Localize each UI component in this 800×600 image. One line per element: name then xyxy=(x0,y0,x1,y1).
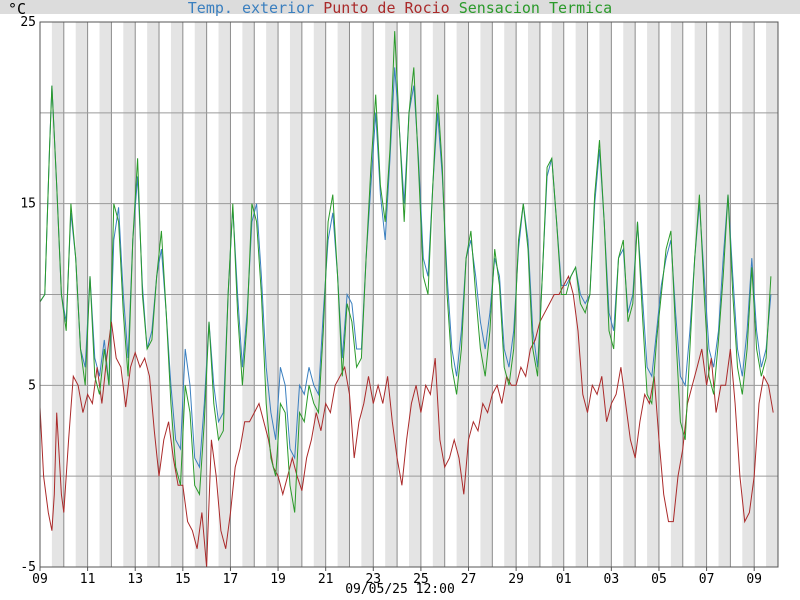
x-tick-label: 13 xyxy=(127,572,143,587)
x-tick-label: 21 xyxy=(318,572,334,587)
x-tick-label: 01 xyxy=(556,572,572,587)
y-tick-label: 15 xyxy=(20,197,36,212)
footer-timestamp: 09/05/25 12:00 xyxy=(345,582,455,597)
y-tick-label: 25 xyxy=(20,15,36,30)
x-tick-label: 09 xyxy=(32,572,48,587)
x-tick-label: 11 xyxy=(80,572,96,587)
x-tick-label: 15 xyxy=(175,572,191,587)
x-tick-label: 03 xyxy=(604,572,620,587)
x-tick-labels: 09 11 13 15 17 19 21 23 25 27 29 01 03 05 07 09 xyxy=(32,567,762,587)
x-tick-label: 25 xyxy=(413,572,429,587)
x-tick-label: 23 xyxy=(365,572,381,587)
legend-bar xyxy=(0,0,800,14)
legend-entry-2: Punto de Rocio xyxy=(323,0,449,17)
series-lines xyxy=(39,31,774,568)
x-tick-label: 29 xyxy=(508,572,524,587)
x-tick-label: 09 xyxy=(746,572,762,587)
y-axis-unit: °C xyxy=(8,0,26,18)
x-tick-label: 07 xyxy=(699,572,715,587)
plot-frame xyxy=(39,21,779,568)
y-tick-label: -5 xyxy=(20,560,36,575)
legend: Temp. exterior Punto de Rocio Sensacion Te… xyxy=(188,0,612,17)
series-line-2 xyxy=(39,274,774,568)
series-line-1 xyxy=(39,67,772,469)
x-tick-label: 19 xyxy=(270,572,286,587)
y-tick-labels: -5 5 15 25 xyxy=(20,15,36,575)
x-tick-label: 17 xyxy=(223,572,239,587)
legend-entry-3: Sensacion Termica xyxy=(459,0,613,17)
y-tick-label: 5 xyxy=(28,378,36,393)
series-line-3 xyxy=(39,31,772,513)
x-tick-label: 27 xyxy=(461,572,477,587)
x-tick-label: 05 xyxy=(651,572,667,587)
legend-entry-1: Temp. exterior xyxy=(188,0,314,17)
